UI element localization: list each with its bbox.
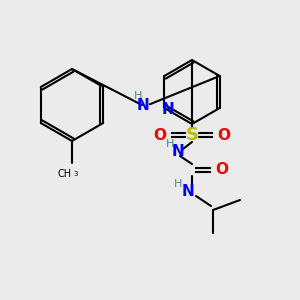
Text: N: N xyxy=(182,184,194,200)
Text: CH: CH xyxy=(58,169,72,179)
Text: 3: 3 xyxy=(74,171,78,177)
Text: N: N xyxy=(162,103,175,118)
Text: N: N xyxy=(172,145,184,160)
Text: O: O xyxy=(154,128,166,142)
Text: H: H xyxy=(174,179,182,189)
Text: O: O xyxy=(218,128,230,142)
Text: H: H xyxy=(134,91,142,101)
Text: N: N xyxy=(136,98,149,112)
Text: S: S xyxy=(185,126,199,144)
Text: H: H xyxy=(166,139,174,149)
Text: O: O xyxy=(215,163,229,178)
